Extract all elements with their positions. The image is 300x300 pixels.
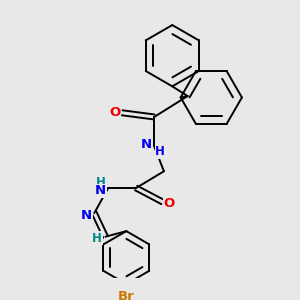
Text: O: O: [164, 197, 175, 210]
Text: H: H: [155, 145, 165, 158]
Text: O: O: [110, 106, 121, 119]
Text: Br: Br: [118, 290, 135, 300]
Text: N: N: [81, 209, 92, 222]
Text: N: N: [95, 184, 106, 197]
Text: H: H: [95, 176, 105, 190]
Text: N: N: [141, 138, 152, 151]
Text: H: H: [92, 232, 102, 244]
